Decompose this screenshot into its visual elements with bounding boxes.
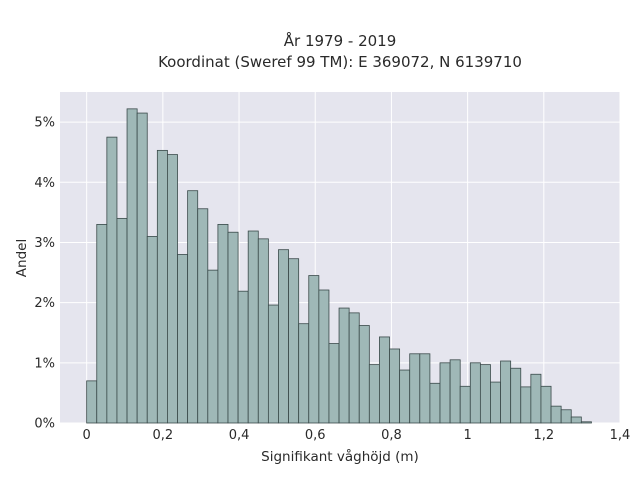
- histogram-bar: [126, 108, 138, 424]
- y-axis-label: Andel: [14, 239, 30, 277]
- histogram-bar: [338, 307, 350, 424]
- histogram-bar: [318, 289, 330, 424]
- histogram-bar: [530, 373, 542, 424]
- x-tick-label: 1: [463, 428, 471, 443]
- histogram-bar: [469, 362, 481, 424]
- y-tick-label: 1%: [34, 356, 55, 371]
- x-tick-label: 1,4: [610, 428, 631, 443]
- histogram-bar: [540, 385, 552, 424]
- histogram-bar: [278, 249, 289, 424]
- histogram-bar: [116, 217, 128, 424]
- histogram-bar: [389, 348, 401, 424]
- histogram-bar: [449, 359, 461, 424]
- x-tick-label: 0,2: [153, 428, 174, 443]
- histogram-bar: [399, 369, 411, 424]
- x-tick-label: 0: [83, 428, 91, 443]
- x-tick-label: 0,8: [381, 428, 402, 443]
- histogram-bar: [146, 236, 158, 424]
- histogram-bar: [419, 353, 431, 424]
- histogram-bar: [510, 367, 522, 424]
- histogram-bar: [490, 381, 501, 424]
- histogram-bar: [479, 364, 491, 424]
- y-tick-label: 2%: [34, 296, 55, 311]
- x-axis-ticks: 0 0,2 0,4 0,6 0,8 1 1,2 1,4: [83, 428, 631, 443]
- histogram-bar: [267, 304, 279, 424]
- histogram-bar: [177, 254, 189, 424]
- histogram-bar: [570, 416, 582, 424]
- histogram-bar: [156, 149, 168, 424]
- histogram-bar: [136, 112, 148, 424]
- y-axis-ticks: 0% 1% 2% 3% 4% 5%: [34, 116, 55, 432]
- x-axis-label: Signifikant våghöjd (m): [261, 448, 419, 465]
- histogram-bar: [308, 275, 320, 424]
- chart-title-line-1: År 1979 - 2019: [284, 31, 397, 50]
- histogram-bar: [227, 231, 239, 424]
- histogram-bar: [429, 382, 441, 424]
- histogram-bar: [247, 230, 259, 424]
- histogram-bar: [500, 360, 512, 424]
- histogram-bar: [379, 336, 390, 424]
- y-tick-label: 0%: [34, 417, 55, 432]
- histogram-bar: [298, 323, 310, 424]
- histogram-bars: [86, 108, 592, 424]
- histogram-bar: [550, 405, 562, 424]
- histogram-bar: [520, 386, 532, 424]
- histogram-bar: [328, 343, 340, 424]
- histogram-bar: [358, 325, 370, 424]
- histogram-bar: [257, 238, 269, 424]
- y-tick-label: 5%: [34, 116, 55, 131]
- histogram-bar: [288, 258, 300, 424]
- x-tick-label: 0,6: [305, 428, 326, 443]
- histogram-bar: [187, 190, 199, 424]
- histogram-bar: [197, 208, 209, 424]
- x-tick-label: 1,2: [533, 428, 554, 443]
- histogram-bar: [368, 364, 380, 424]
- y-tick-label: 4%: [34, 176, 55, 191]
- histogram-bar: [96, 223, 108, 424]
- histogram-bar: [207, 269, 219, 424]
- histogram-bar: [167, 154, 178, 424]
- histogram-bar: [560, 409, 572, 424]
- histogram-bar: [439, 362, 451, 424]
- histogram-bar: [86, 380, 98, 424]
- chart-title-line-2: Koordinat (Sweref 99 TM): E 369072, N 61…: [158, 53, 522, 71]
- y-tick-label: 3%: [34, 236, 55, 251]
- histogram-bar: [409, 353, 421, 424]
- histogram-bar: [348, 312, 360, 424]
- histogram-bar: [580, 421, 592, 424]
- histogram-bar: [237, 290, 249, 424]
- histogram-bar: [106, 136, 118, 424]
- histogram-bar: [459, 385, 471, 424]
- x-tick-label: 0,4: [229, 428, 250, 443]
- histogram-bar: [217, 223, 229, 424]
